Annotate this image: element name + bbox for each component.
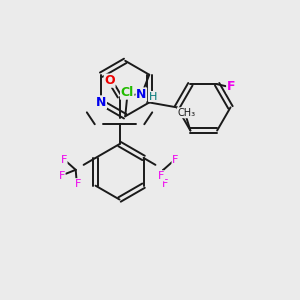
Text: F: F bbox=[158, 171, 165, 181]
Text: F: F bbox=[162, 179, 169, 189]
Text: F: F bbox=[74, 179, 81, 189]
Text: O: O bbox=[104, 74, 115, 87]
Text: N: N bbox=[136, 88, 146, 101]
Text: F: F bbox=[61, 155, 67, 165]
Text: F: F bbox=[172, 155, 178, 165]
Text: F: F bbox=[227, 80, 235, 93]
Text: CH₃: CH₃ bbox=[177, 108, 196, 118]
Text: N: N bbox=[96, 96, 106, 109]
Text: F: F bbox=[58, 171, 65, 181]
Text: Cl: Cl bbox=[121, 86, 134, 99]
Text: H: H bbox=[149, 92, 158, 101]
